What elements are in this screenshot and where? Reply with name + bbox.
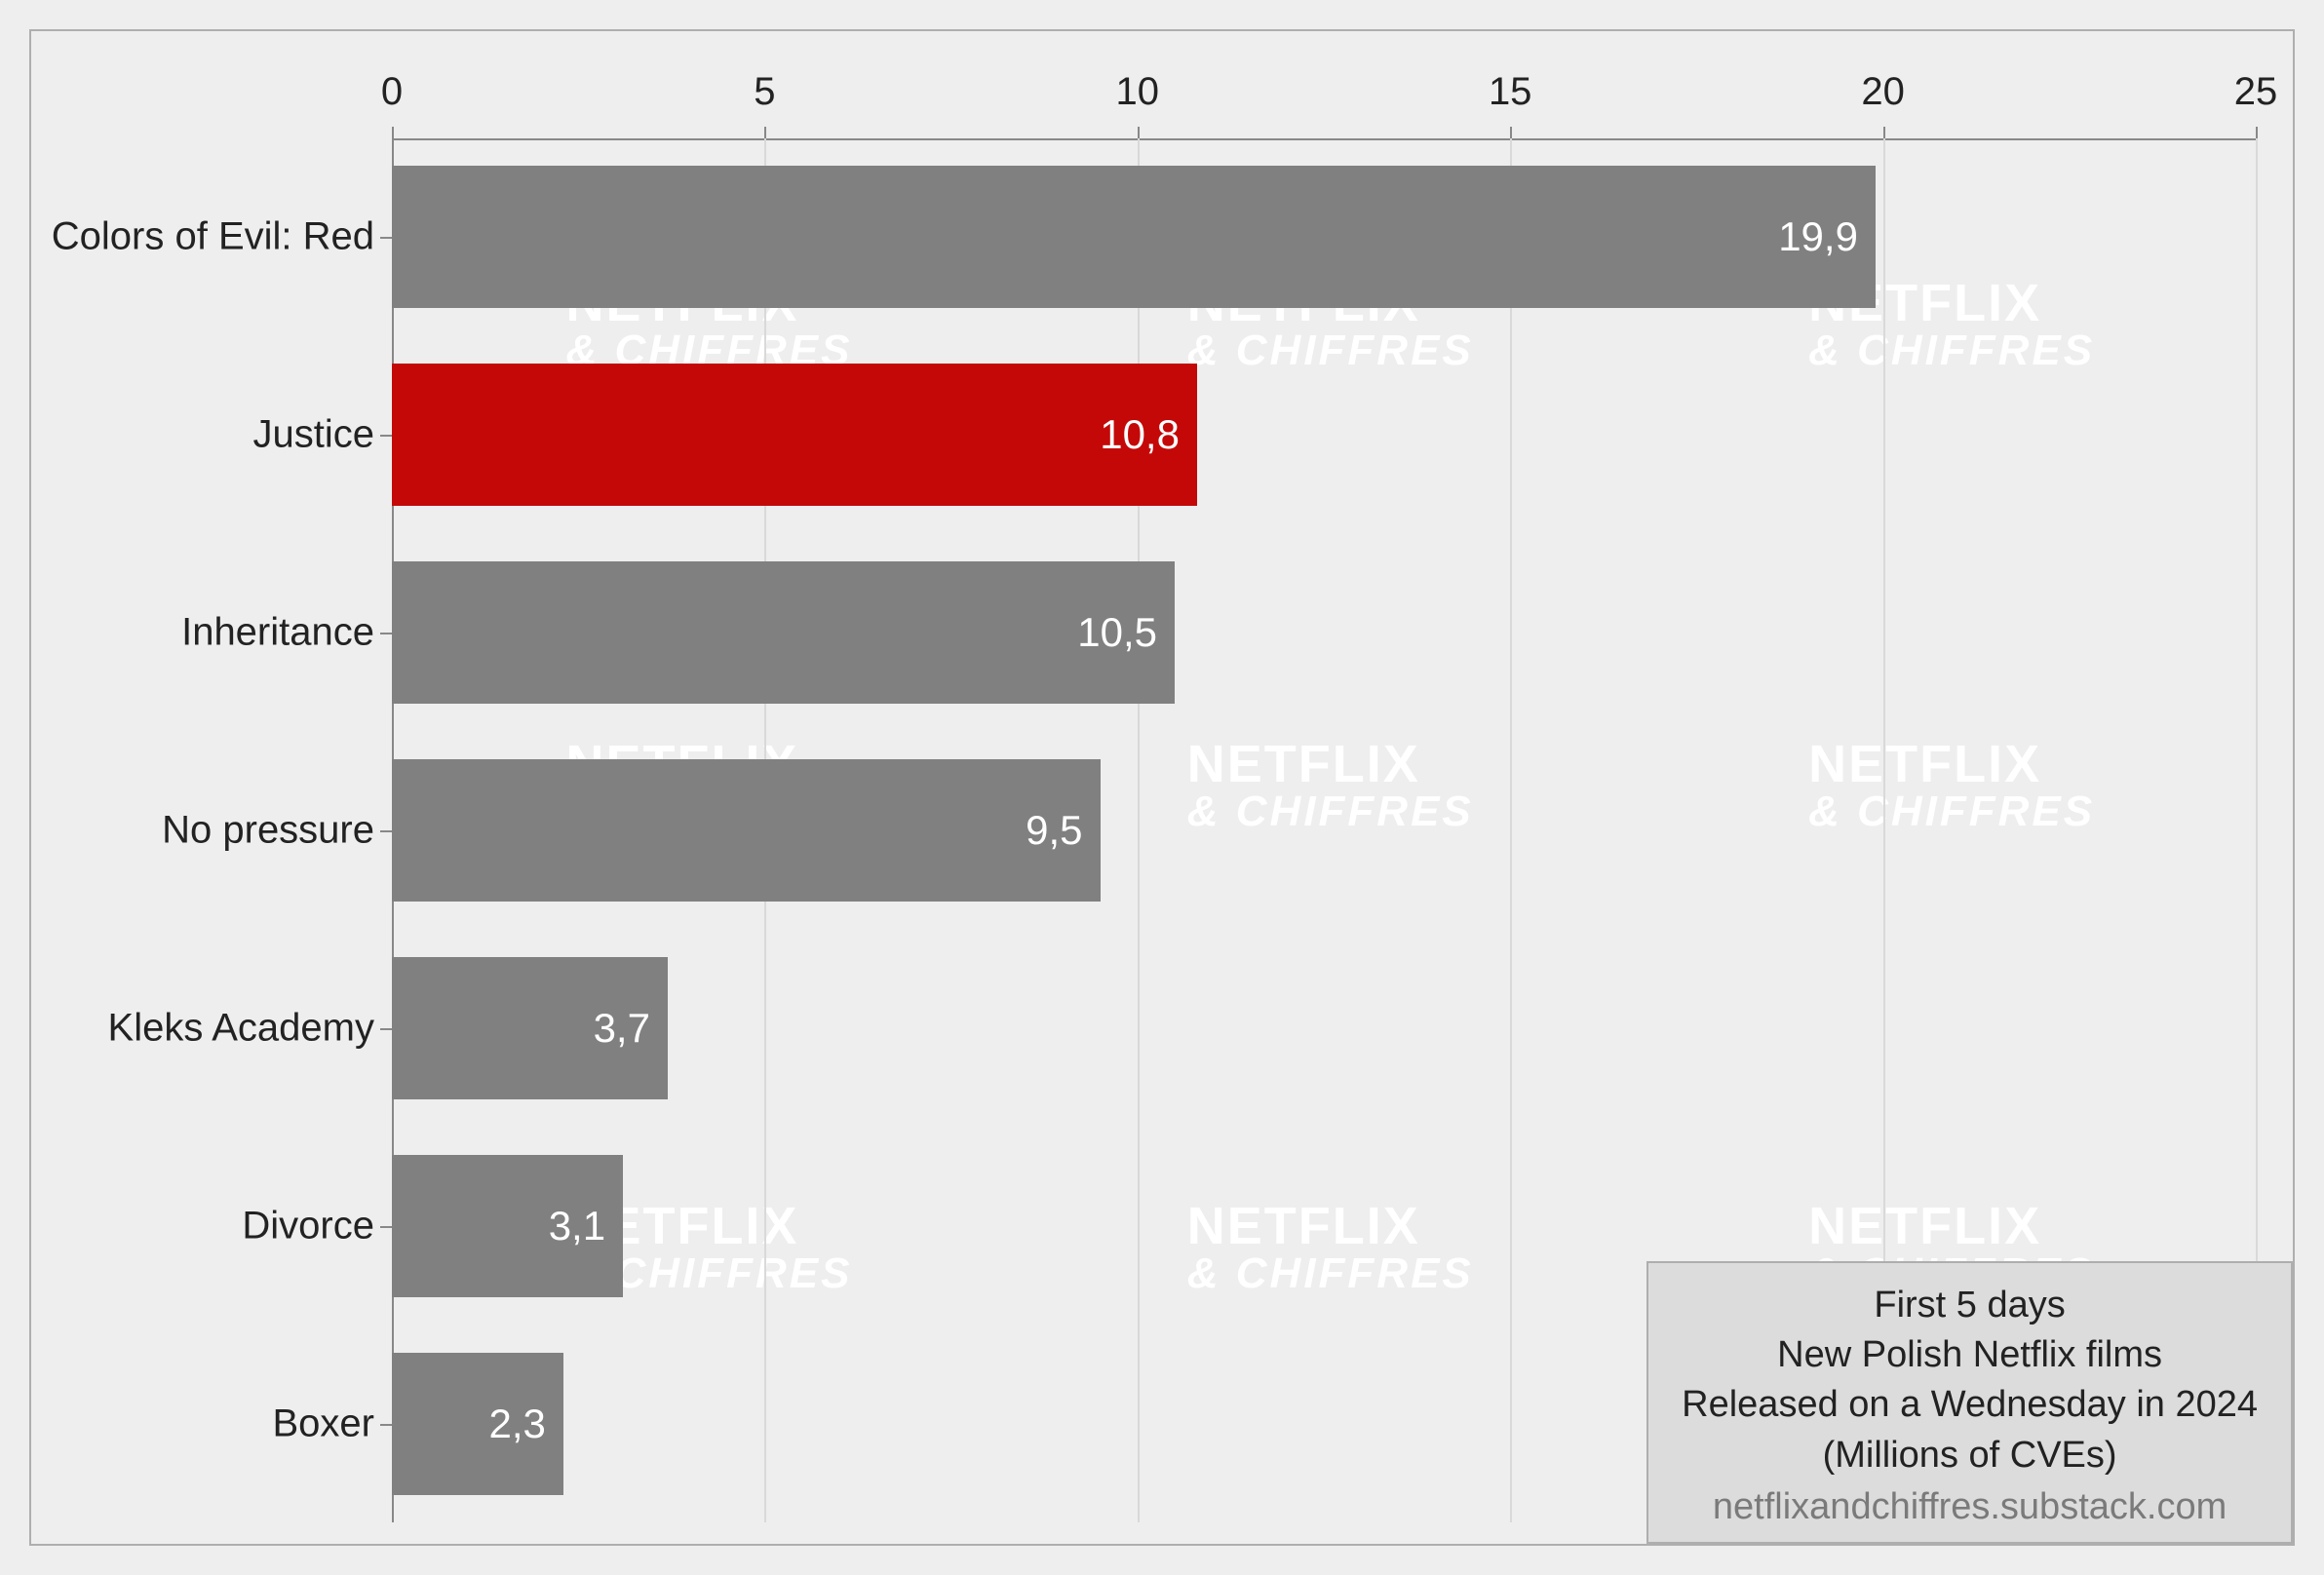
bar-value-label: 10,5 [1077,609,1157,656]
y-tick [380,633,392,634]
watermark-line1: NETFLIX [1187,1200,1474,1252]
y-tick [380,435,392,437]
x-axis-line [392,138,2256,140]
caption-line-2: New Polish Netflix films [1682,1330,2258,1380]
y-category-label: Kleks Academy [108,1006,374,1050]
bar: 19,9 [392,166,1876,308]
y-category-label: Inheritance [181,611,374,655]
chart-frame: NETFLIX& CHIFFRESNETFLIX& CHIFFRESNETFLI… [29,29,2295,1546]
watermark-line2: & CHIFFRES [1187,329,1474,372]
y-category-label: No pressure [162,809,374,853]
x-tick-label: 25 [2234,70,2278,114]
bar: 10,8 [392,364,1197,506]
x-tick [392,127,394,138]
x-tick [1883,127,1885,138]
watermark: NETFLIX& CHIFFRES [1808,738,2095,833]
x-tick [1138,127,1140,138]
gridline [1510,138,1512,1522]
x-tick [1510,127,1512,138]
watermark-line2: & CHIFFRES [1808,329,2095,372]
y-tick [380,1028,392,1030]
y-tick [380,1226,392,1228]
caption-source: netflixandchiffres.substack.com [1682,1486,2258,1528]
watermark-line1: NETFLIX [1808,1200,2095,1252]
bar-value-label: 9,5 [1026,807,1082,854]
watermark-line1: NETFLIX [1187,738,1474,790]
x-tick [2256,127,2258,138]
watermark-line2: & CHIFFRES [1808,790,2095,833]
bar: 10,5 [392,561,1175,704]
x-tick-label: 15 [1489,70,1532,114]
x-tick-label: 10 [1116,70,1160,114]
bar: 2,3 [392,1353,563,1495]
x-tick-label: 20 [1861,70,1905,114]
x-tick-label: 0 [381,70,403,114]
caption-line-3: Released on a Wednesday in 2024 [1682,1380,2258,1430]
caption-box: First 5 days New Polish Netflix films Re… [1646,1261,2293,1544]
y-category-label: Justice [253,413,375,457]
bar-value-label: 3,7 [594,1005,650,1052]
bar: 3,7 [392,957,668,1099]
caption-line-4: (Millions of CVEs) [1682,1431,2258,1480]
bar: 3,1 [392,1155,623,1297]
y-category-label: Boxer [273,1402,375,1445]
watermark-line2: & CHIFFRES [1187,1252,1474,1295]
gridline [1138,138,1140,1522]
caption-line-1: First 5 days [1682,1281,2258,1330]
watermark-line2: & CHIFFRES [1187,790,1474,833]
bar-value-label: 19,9 [1778,213,1858,260]
watermark-line1: NETFLIX [1808,738,2095,790]
y-category-label: Colors of Evil: Red [52,215,374,259]
x-tick-label: 5 [754,70,775,114]
watermark: NETFLIX& CHIFFRES [1187,1200,1474,1295]
y-tick [380,830,392,832]
bar-value-label: 3,1 [549,1203,605,1249]
watermark: NETFLIX& CHIFFRES [1187,738,1474,833]
x-tick [764,127,766,138]
y-category-label: Divorce [242,1204,374,1248]
y-tick [380,237,392,239]
bar-value-label: 2,3 [489,1401,546,1447]
bar-value-label: 10,8 [1100,411,1180,458]
bar: 9,5 [392,759,1101,902]
y-tick [380,1424,392,1426]
